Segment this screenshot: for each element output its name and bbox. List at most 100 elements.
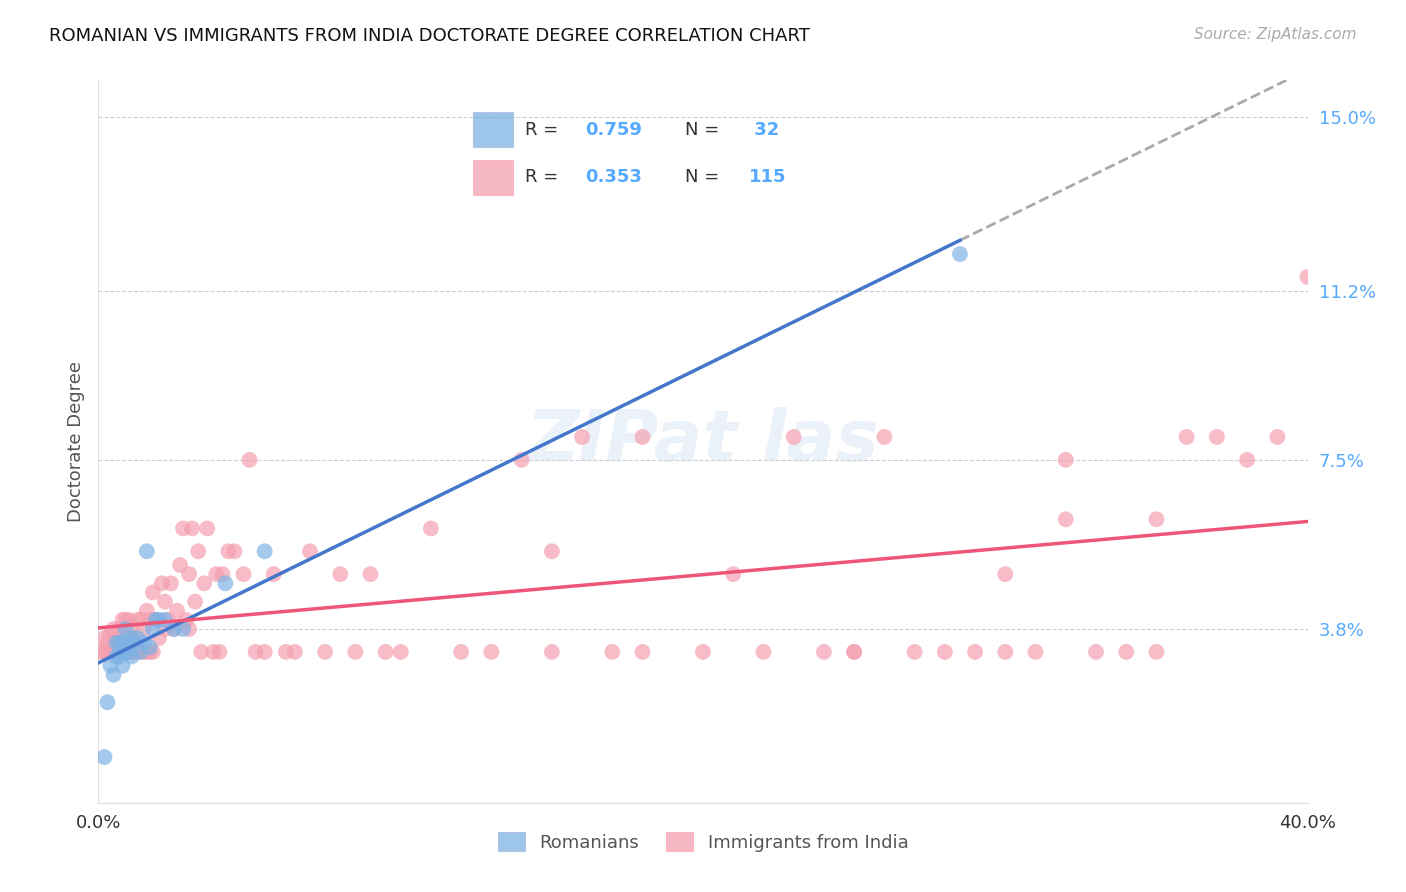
Point — [232, 567, 254, 582]
Point — [1296, 269, 1319, 284]
Point — [127, 631, 149, 645]
Point — [723, 567, 745, 582]
Point — [100, 626, 122, 640]
Point — [190, 645, 212, 659]
Point — [245, 645, 267, 659]
Point — [93, 645, 115, 659]
Y-axis label: Doctorate Degree: Doctorate Degree — [66, 361, 84, 522]
Point — [211, 567, 233, 582]
Point — [114, 622, 136, 636]
Point — [124, 636, 146, 650]
Point — [118, 613, 141, 627]
Point — [994, 567, 1017, 582]
Point — [873, 430, 896, 444]
Point — [148, 613, 170, 627]
Point — [195, 521, 218, 535]
Point — [118, 645, 141, 659]
Point — [135, 544, 157, 558]
Point — [153, 613, 176, 627]
Point — [103, 622, 125, 636]
Point — [121, 649, 143, 664]
Point — [540, 544, 562, 558]
Point — [121, 645, 143, 659]
Point — [105, 631, 128, 645]
Point — [96, 636, 118, 650]
Point — [135, 645, 157, 659]
Point — [145, 613, 167, 627]
Legend: Romanians, Immigrants from India: Romanians, Immigrants from India — [491, 825, 915, 859]
Point — [172, 521, 194, 535]
Point — [132, 622, 155, 636]
Point — [752, 645, 775, 659]
Point — [139, 640, 162, 655]
Point — [783, 430, 806, 444]
Point — [214, 576, 236, 591]
Point — [108, 636, 131, 650]
Point — [108, 636, 131, 650]
Point — [96, 645, 118, 659]
Point — [96, 695, 118, 709]
Point — [108, 649, 131, 664]
Point — [100, 658, 122, 673]
Point — [1085, 645, 1108, 659]
Point — [450, 645, 472, 659]
Point — [571, 430, 593, 444]
Point — [114, 613, 136, 627]
Point — [1144, 512, 1167, 526]
Point — [142, 645, 165, 659]
Point — [965, 645, 987, 659]
Point — [253, 544, 276, 558]
Point — [224, 544, 246, 558]
Point — [187, 544, 209, 558]
Point — [360, 567, 382, 582]
Point — [124, 645, 146, 659]
Point — [1054, 453, 1077, 467]
Point — [150, 576, 173, 591]
Point — [135, 604, 157, 618]
Point — [129, 645, 152, 659]
Point — [1236, 453, 1258, 467]
Point — [142, 622, 165, 636]
Point — [145, 613, 167, 627]
Point — [181, 521, 204, 535]
Point — [1144, 645, 1167, 659]
Point — [127, 645, 149, 659]
Point — [111, 658, 134, 673]
Point — [239, 453, 262, 467]
Point — [105, 645, 128, 659]
Point — [142, 585, 165, 599]
Point — [100, 645, 122, 659]
Point — [114, 645, 136, 659]
Point — [274, 645, 297, 659]
Point — [108, 645, 131, 659]
Point — [1115, 645, 1137, 659]
Point — [481, 645, 503, 659]
Point — [179, 622, 201, 636]
Point — [166, 604, 188, 618]
Point — [111, 631, 134, 645]
Point — [420, 521, 443, 535]
Point — [129, 613, 152, 627]
Point — [121, 622, 143, 636]
Point — [114, 631, 136, 645]
Point — [153, 594, 176, 608]
Text: Source: ZipAtlas.com: Source: ZipAtlas.com — [1194, 27, 1357, 42]
Point — [169, 558, 191, 572]
Point — [208, 645, 231, 659]
Point — [389, 645, 412, 659]
Point — [205, 567, 228, 582]
Point — [118, 631, 141, 645]
Point — [994, 645, 1017, 659]
Text: ROMANIAN VS IMMIGRANTS FROM INDIA DOCTORATE DEGREE CORRELATION CHART: ROMANIAN VS IMMIGRANTS FROM INDIA DOCTOR… — [49, 27, 810, 45]
Point — [93, 631, 115, 645]
Point — [949, 247, 972, 261]
Point — [93, 750, 115, 764]
Point — [118, 645, 141, 659]
Point — [193, 576, 215, 591]
Point — [844, 645, 866, 659]
Point — [103, 645, 125, 659]
Point — [253, 645, 276, 659]
Point — [813, 645, 835, 659]
Point — [1054, 512, 1077, 526]
Point — [1024, 645, 1046, 659]
